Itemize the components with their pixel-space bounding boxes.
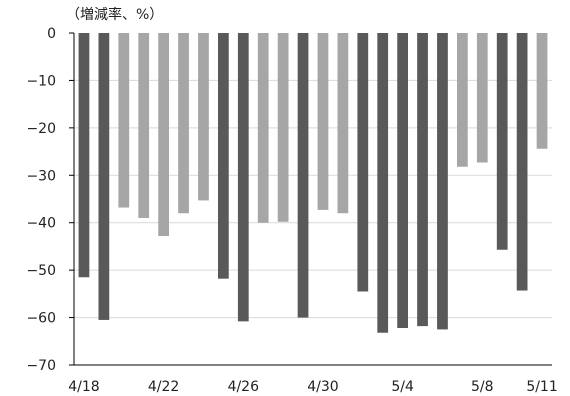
bar-5/5 [417, 33, 428, 327]
bar-4/19 [98, 33, 110, 320]
y-tick-label: −10 [26, 73, 56, 89]
bar-4/26 [237, 33, 249, 322]
bar-5/11 [536, 33, 548, 149]
bar-4/27 [257, 33, 269, 223]
bar-5/3 [377, 33, 389, 333]
y-tick-label: −20 [26, 121, 56, 137]
bar-4/25 [217, 33, 229, 279]
bar-4/23 [178, 33, 189, 214]
bar-4/22 [158, 33, 170, 236]
bar-5/6 [437, 33, 448, 330]
y-tick-label: −70 [26, 358, 56, 374]
y-tick-label: 0 [47, 26, 56, 42]
bar-4/24 [198, 33, 209, 201]
y-tick-label: −60 [26, 311, 56, 327]
x-tick-label: 5/8 [471, 379, 494, 395]
bar-5/2 [357, 33, 369, 292]
x-tick-label: 5/4 [391, 379, 414, 395]
y-tick-label: −40 [26, 216, 56, 232]
x-tick-label: 4/30 [307, 379, 338, 395]
bar-5/9 [496, 33, 508, 250]
x-tick-label: 4/22 [148, 379, 179, 395]
bar-4/21 [138, 33, 150, 218]
x-tick-label: 4/26 [228, 379, 260, 395]
bar-5/10 [516, 33, 528, 291]
bar-4/18 [78, 33, 90, 278]
bar-5/8 [476, 33, 488, 163]
y-tick-label: −50 [26, 263, 56, 279]
bar-4/29 [297, 33, 309, 318]
bar-5/1 [337, 33, 349, 214]
x-tick-label: 5/11 [526, 379, 557, 395]
bar-5/7 [456, 33, 468, 167]
bar-4/30 [317, 33, 329, 210]
x-tick-label: 4/18 [68, 379, 99, 395]
bar-4/20 [118, 33, 130, 208]
y-tick-label: −30 [26, 168, 56, 184]
y-axis-unit-label: （増減率、%） [66, 7, 164, 23]
bar-4/28 [277, 33, 289, 222]
bar-5/4 [397, 33, 409, 329]
